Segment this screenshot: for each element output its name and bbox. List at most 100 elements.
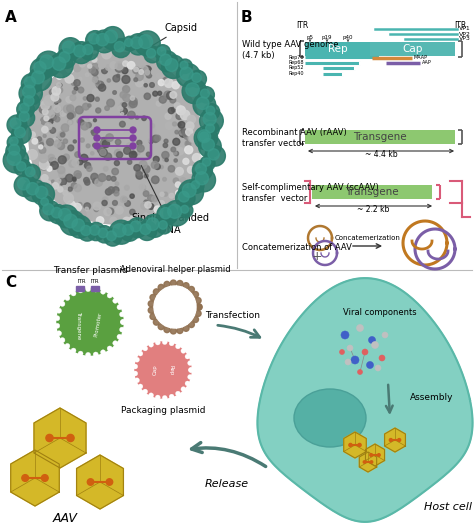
Circle shape xyxy=(43,134,46,138)
Circle shape xyxy=(100,350,106,355)
Circle shape xyxy=(170,328,176,334)
Circle shape xyxy=(98,174,106,182)
Circle shape xyxy=(45,104,51,110)
Circle shape xyxy=(58,135,63,140)
Circle shape xyxy=(47,110,55,118)
Circle shape xyxy=(49,53,73,78)
Circle shape xyxy=(145,202,151,208)
Circle shape xyxy=(80,42,99,60)
Text: Transfection: Transfection xyxy=(206,311,261,320)
Circle shape xyxy=(179,180,203,205)
Circle shape xyxy=(83,97,87,100)
Circle shape xyxy=(51,161,55,165)
Circle shape xyxy=(86,31,105,50)
Circle shape xyxy=(46,139,54,145)
Circle shape xyxy=(59,177,67,185)
Circle shape xyxy=(119,121,125,127)
Circle shape xyxy=(50,127,55,133)
Circle shape xyxy=(29,132,35,138)
Circle shape xyxy=(166,92,174,99)
Circle shape xyxy=(146,73,152,78)
Circle shape xyxy=(85,180,90,185)
Circle shape xyxy=(148,139,152,142)
Text: Concatemerization of AAV: Concatemerization of AAV xyxy=(242,244,352,253)
Circle shape xyxy=(139,161,147,169)
Circle shape xyxy=(10,118,21,129)
Circle shape xyxy=(130,98,137,105)
Text: Concatemerization: Concatemerization xyxy=(335,235,401,241)
Circle shape xyxy=(74,184,82,192)
Circle shape xyxy=(133,67,139,74)
Bar xyxy=(91,286,99,291)
Circle shape xyxy=(93,76,98,81)
Circle shape xyxy=(181,205,189,213)
Circle shape xyxy=(41,175,48,181)
Circle shape xyxy=(202,158,210,166)
Circle shape xyxy=(55,85,59,89)
Circle shape xyxy=(63,157,67,161)
Circle shape xyxy=(181,90,189,98)
Circle shape xyxy=(188,374,192,380)
Circle shape xyxy=(108,187,114,193)
Circle shape xyxy=(122,36,137,51)
Circle shape xyxy=(200,156,215,170)
Circle shape xyxy=(19,82,42,105)
Bar xyxy=(370,42,455,56)
Circle shape xyxy=(175,344,181,349)
Text: Rep40: Rep40 xyxy=(289,71,304,76)
Circle shape xyxy=(112,201,118,205)
Circle shape xyxy=(65,344,70,348)
Circle shape xyxy=(96,81,99,84)
Circle shape xyxy=(117,335,122,339)
Circle shape xyxy=(56,136,61,142)
Circle shape xyxy=(74,171,81,178)
Text: C: C xyxy=(5,275,16,290)
Circle shape xyxy=(128,33,149,55)
Circle shape xyxy=(80,118,85,123)
Circle shape xyxy=(122,67,128,74)
Circle shape xyxy=(106,479,113,485)
Circle shape xyxy=(173,151,177,155)
Circle shape xyxy=(117,74,119,78)
Circle shape xyxy=(24,96,34,106)
Circle shape xyxy=(97,81,104,89)
Circle shape xyxy=(134,67,138,72)
Circle shape xyxy=(47,166,52,171)
Circle shape xyxy=(160,192,164,196)
Circle shape xyxy=(68,119,73,125)
Circle shape xyxy=(181,387,186,392)
Circle shape xyxy=(55,180,58,184)
Circle shape xyxy=(41,118,47,124)
Circle shape xyxy=(91,130,98,136)
Circle shape xyxy=(159,221,167,229)
Circle shape xyxy=(168,204,182,218)
Circle shape xyxy=(155,395,160,400)
Circle shape xyxy=(34,62,46,74)
Circle shape xyxy=(81,226,91,236)
Circle shape xyxy=(116,63,122,70)
Circle shape xyxy=(80,138,84,142)
Circle shape xyxy=(17,100,35,118)
Circle shape xyxy=(102,176,106,180)
Circle shape xyxy=(180,67,193,80)
Circle shape xyxy=(89,67,96,73)
Circle shape xyxy=(115,62,123,70)
Circle shape xyxy=(165,58,178,72)
Circle shape xyxy=(142,116,146,121)
Text: Single-Stranded
DNA: Single-Stranded DNA xyxy=(131,166,209,235)
Circle shape xyxy=(47,141,52,145)
Circle shape xyxy=(180,61,188,69)
Circle shape xyxy=(55,315,60,321)
Circle shape xyxy=(53,138,58,144)
Circle shape xyxy=(27,150,37,160)
Circle shape xyxy=(120,196,127,203)
Circle shape xyxy=(48,155,55,161)
Circle shape xyxy=(174,151,179,156)
Circle shape xyxy=(155,340,160,345)
Circle shape xyxy=(118,106,123,111)
Circle shape xyxy=(102,138,107,142)
Circle shape xyxy=(130,221,141,232)
Circle shape xyxy=(105,189,112,195)
Circle shape xyxy=(27,183,39,195)
Circle shape xyxy=(96,226,113,243)
